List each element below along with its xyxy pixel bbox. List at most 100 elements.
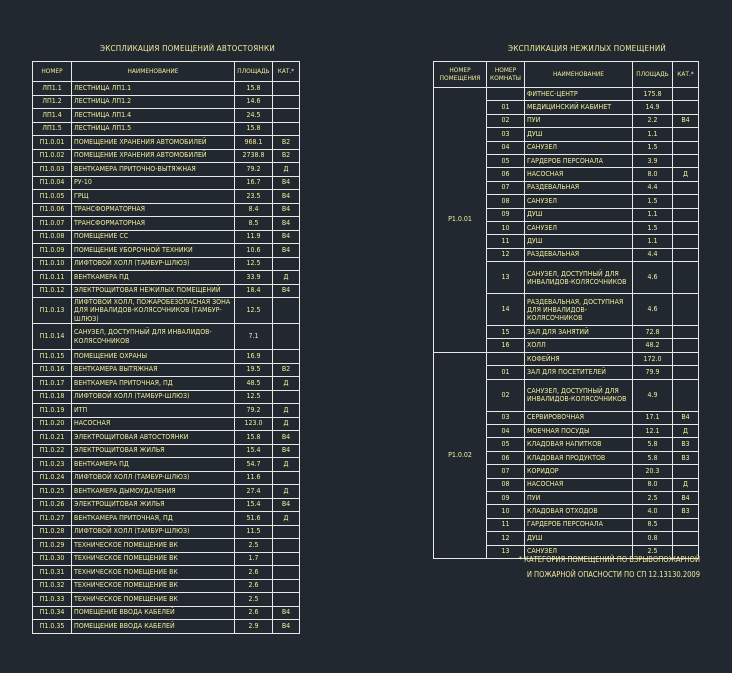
room-number-cell: 03	[486, 127, 525, 142]
room-category-cell	[672, 100, 699, 115]
room-number-cell: П1.0.31	[32, 565, 72, 580]
room-number-cell: 01	[486, 100, 525, 115]
room-area-cell: 2.6	[234, 565, 273, 580]
room-category-cell	[272, 551, 300, 566]
room-area-cell: 16.7	[234, 175, 273, 190]
room-area-cell: 4.6	[632, 293, 673, 327]
room-number-cell: 15	[486, 325, 525, 340]
table-row: П1.0.32 Техническое помещение ВК 2.6	[32, 578, 300, 593]
col-header-area: Площадь	[632, 61, 673, 88]
room-number-cell: П1.0.28	[32, 524, 72, 539]
room-area-cell: 8.0	[632, 167, 673, 182]
table-row: П1.0.17 Венткамера приточная, ПД 48.5 Д	[32, 376, 300, 391]
col-header-premise-number: Номер помещения	[433, 61, 487, 88]
room-name-cell: Помещение хранения автомобилей	[71, 135, 235, 150]
footnote-line-1: * Категория помещений по взрывопожарной	[518, 555, 700, 564]
room-category-cell	[672, 351, 699, 367]
room-name-cell: Лифтовой холл (тамбур-шлюз)	[71, 256, 235, 271]
room-category-cell: В4	[272, 229, 300, 244]
table-row: П1.0.16 Венткамера вытяжная 19.5 В2	[32, 362, 300, 377]
table-row: П1.0.26 Электрощитовая жилья 15.4 В4	[32, 497, 300, 512]
table-row: 05 Гардероб персонала 3.9	[434, 153, 699, 169]
room-number-cell: П1.0.01	[32, 135, 72, 150]
room-area-cell: 1.1	[632, 127, 673, 142]
room-number-cell: П1.0.22	[32, 443, 72, 458]
table-row: П1.0.03 Венткамера приточно-вытяжная 79.2 Д	[32, 162, 300, 177]
room-number-cell: П1.0.26	[32, 497, 72, 512]
room-number-cell: 14	[486, 293, 525, 327]
room-category-cell: В4	[272, 497, 300, 512]
table-row: П1.0.22 Электрощитовая жилья 15.4 В4	[32, 443, 300, 458]
col-header-area: Площадь	[234, 61, 273, 82]
room-name-cell: ПУИ	[524, 113, 633, 129]
room-name-cell: Венткамера приточно-вытяжная	[71, 162, 235, 177]
room-name-cell: Кладовая продуктов	[524, 450, 633, 466]
room-area-cell: 72.8	[632, 325, 673, 340]
room-area-cell: 2738.8	[234, 148, 273, 163]
room-name-cell: Венткамера приточная, ПД	[71, 376, 235, 391]
room-area-cell: 5.8	[632, 437, 673, 452]
room-number-cell: 11	[486, 517, 525, 533]
room-category-cell: В4	[272, 619, 300, 634]
table-row: 13 Санузел 2.5	[434, 544, 699, 559]
table-row: П1.0.09 Помещение уборочной техники 10.6 В4	[32, 243, 300, 258]
room-area-cell: 15.4	[234, 443, 273, 458]
room-name-cell: Медицинский кабинет	[524, 100, 633, 115]
room-number-cell: ЛП1.2	[32, 94, 72, 109]
room-number-cell: 13	[486, 544, 525, 559]
table-row: 02 ПУИ 2.2 В4	[434, 113, 699, 129]
room-category-cell	[672, 365, 699, 380]
room-number-cell: 01	[486, 365, 525, 380]
category-footnote: * Категория помещений по взрывопожарной …	[519, 552, 700, 582]
table-row: П1.0.01 Помещение хранения автомобилей 968…	[32, 135, 300, 150]
room-category-cell	[272, 349, 300, 364]
room-name-cell: Лифтовой холл (тамбур-шлюз)	[71, 524, 235, 539]
table-row: 06 Насосная 8.0 Д	[434, 167, 699, 182]
room-area-cell: 7.1	[234, 323, 273, 350]
room-category-cell: Д	[272, 162, 300, 177]
room-area-cell: 1.5	[632, 220, 673, 236]
room-number-cell: П1.0.13	[32, 297, 72, 324]
room-number-cell: 09	[486, 490, 525, 506]
room-category-cell: В2	[272, 362, 300, 377]
room-number-cell: 02	[486, 113, 525, 129]
room-category-cell	[672, 325, 699, 340]
room-category-cell: В4	[272, 175, 300, 190]
premise-number-cell: Р1.0.02	[433, 351, 487, 559]
room-number-cell: 13	[486, 261, 525, 295]
room-name-cell: Лестница ЛП1.5	[71, 121, 235, 136]
room-category-cell: В4	[272, 243, 300, 258]
room-area-cell: 2.5	[632, 490, 673, 506]
room-number-cell: П1.0.35	[32, 619, 72, 634]
room-name-cell: Венткамера вытяжная	[71, 362, 235, 377]
room-category-cell	[672, 293, 699, 327]
table-row: 08 Санузел 1.5	[434, 194, 699, 209]
room-number-cell: 07	[486, 464, 525, 479]
room-name-cell: Техническое помещение ВК	[71, 592, 235, 607]
room-area-cell: 27.4	[234, 484, 273, 499]
room-number-cell: П1.0.03	[32, 162, 72, 177]
col-header-number: Номер	[32, 61, 72, 82]
table-row: 12 Раздевальная 4.4	[434, 247, 699, 263]
room-number-cell: П1.0.29	[32, 538, 72, 553]
room-name-cell: Помещение ввода кабелей	[71, 619, 235, 634]
table-row: 11 Гардероб персонала 8.5	[434, 517, 699, 533]
room-category-cell	[272, 108, 300, 123]
room-area-cell: 33.9	[234, 270, 273, 285]
room-name-cell: Венткамера ПД	[71, 457, 235, 472]
room-name-cell: Электрощитовая жилья	[71, 497, 235, 512]
room-number-cell: П1.0.15	[32, 349, 72, 364]
room-area-cell: 123.0	[234, 416, 273, 431]
table-row: П1.0.05 ГРЩ 23.5 В4	[32, 189, 300, 204]
room-name-cell: Фитнес-центр	[524, 86, 633, 102]
room-name-cell: Техническое помещение ВК	[71, 538, 235, 553]
table-row: П1.0.30 Техническое помещение ВК 1.7	[32, 551, 300, 566]
room-name-cell: Венткамера приточная, ПД	[71, 511, 235, 526]
room-number-cell: П1.0.16	[32, 362, 72, 377]
room-category-cell	[272, 592, 300, 607]
room-area-cell: 24.5	[234, 108, 273, 123]
room-number-cell: 16	[486, 338, 525, 353]
room-category-cell	[672, 140, 699, 155]
room-area-cell: 3.9	[632, 153, 673, 169]
room-category-cell	[672, 464, 699, 479]
